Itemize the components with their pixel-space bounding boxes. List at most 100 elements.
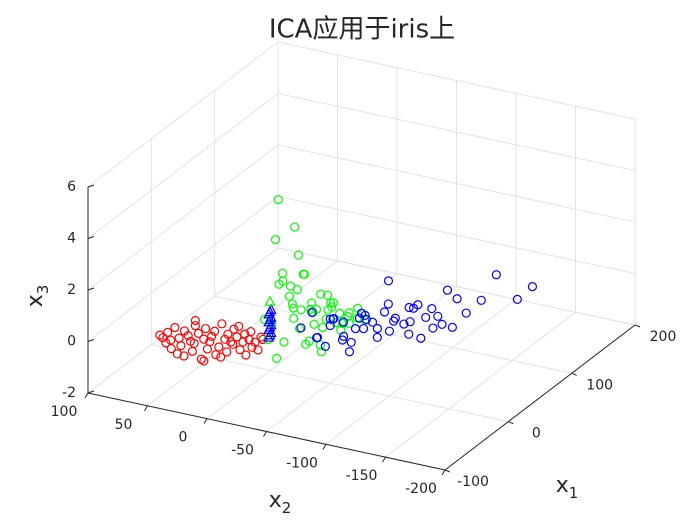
- x-axis-label-sub: 1: [569, 484, 579, 502]
- point: [316, 289, 326, 299]
- point: [491, 270, 501, 280]
- z-tick-label: -2: [62, 385, 76, 401]
- point: [416, 333, 426, 343]
- point: [346, 337, 356, 348]
- y-axis-label: x2: [269, 488, 292, 517]
- point: [258, 334, 268, 345]
- x-tick-label: 200: [650, 329, 677, 345]
- point: [461, 308, 471, 318]
- grid-line: [277, 196, 636, 274]
- point: [265, 318, 277, 330]
- point: [228, 339, 238, 349]
- point: [344, 318, 354, 328]
- grid-line: [87, 144, 279, 291]
- point: [272, 353, 282, 363]
- x-tick-label: -100: [457, 474, 489, 490]
- point: [214, 342, 224, 352]
- x-axis: [444, 324, 636, 471]
- point: [223, 329, 233, 339]
- point: [264, 295, 276, 306]
- point: [196, 354, 206, 364]
- point: [174, 333, 184, 343]
- point: [361, 314, 371, 325]
- point: [190, 315, 200, 326]
- point: [155, 330, 165, 340]
- point: [325, 320, 335, 331]
- z-axis-label-text: x: [23, 294, 48, 307]
- point: [428, 323, 438, 333]
- tick-mark: [87, 339, 95, 342]
- point: [307, 307, 317, 317]
- grid-line: [87, 196, 279, 342]
- x-axis-label-text: x: [556, 473, 569, 498]
- point: [179, 351, 189, 361]
- z-tick-label: 6: [67, 179, 76, 195]
- point: [288, 303, 299, 313]
- grid-line: [325, 298, 517, 445]
- point: [312, 332, 323, 343]
- point: [172, 349, 182, 359]
- point: [273, 194, 283, 205]
- point: [161, 338, 171, 348]
- z-tick-label: 4: [67, 231, 76, 247]
- point: [344, 347, 355, 357]
- point: [307, 298, 317, 308]
- z-tick-label: 2: [67, 282, 76, 298]
- point: [384, 326, 395, 336]
- point: [298, 269, 308, 279]
- point: [259, 314, 270, 325]
- point: [437, 319, 447, 329]
- point: [433, 311, 443, 321]
- point: [337, 335, 348, 345]
- point: [325, 314, 335, 324]
- grid-line: [87, 247, 279, 394]
- y-axis-label-text: x: [269, 488, 282, 513]
- point: [329, 313, 339, 324]
- y-tick-label: -100: [286, 455, 318, 471]
- point: [350, 324, 361, 334]
- point: [344, 308, 354, 318]
- grid-line: [87, 93, 279, 239]
- point: [190, 321, 200, 331]
- z-axis-label-sub: 3: [34, 285, 52, 295]
- tick-mark: [87, 287, 95, 291]
- point: [217, 319, 227, 329]
- point: [220, 334, 230, 344]
- point: [296, 323, 306, 333]
- x-axis-label: x1: [556, 473, 579, 502]
- point: [187, 346, 197, 356]
- grid-line: [277, 93, 636, 171]
- point: [193, 328, 203, 339]
- point: [170, 322, 180, 333]
- y-tick-label: 50: [115, 417, 133, 433]
- tick-mark: [84, 392, 89, 399]
- point: [205, 337, 215, 347]
- y-tick-label: -50: [231, 443, 254, 459]
- grid-line: [147, 260, 338, 407]
- point: [323, 290, 333, 300]
- grid-line: [385, 311, 576, 458]
- point: [166, 335, 176, 345]
- point: [200, 323, 211, 334]
- tick-mark: [144, 405, 148, 412]
- tick-mark: [508, 421, 514, 425]
- point: [253, 345, 263, 355]
- point: [232, 332, 242, 342]
- point: [278, 276, 288, 286]
- point: [447, 322, 457, 332]
- point: [265, 303, 277, 314]
- tick-mark: [441, 469, 446, 476]
- point: [301, 339, 311, 349]
- point: [247, 342, 257, 352]
- point: [287, 299, 298, 309]
- grid-line: [277, 247, 636, 326]
- tick-mark: [322, 444, 327, 450]
- point: [343, 311, 353, 322]
- point: [452, 294, 462, 304]
- point: [210, 326, 220, 336]
- point: [427, 303, 437, 314]
- point: [309, 319, 319, 329]
- point: [189, 338, 199, 349]
- x-tick-label: 0: [532, 426, 541, 442]
